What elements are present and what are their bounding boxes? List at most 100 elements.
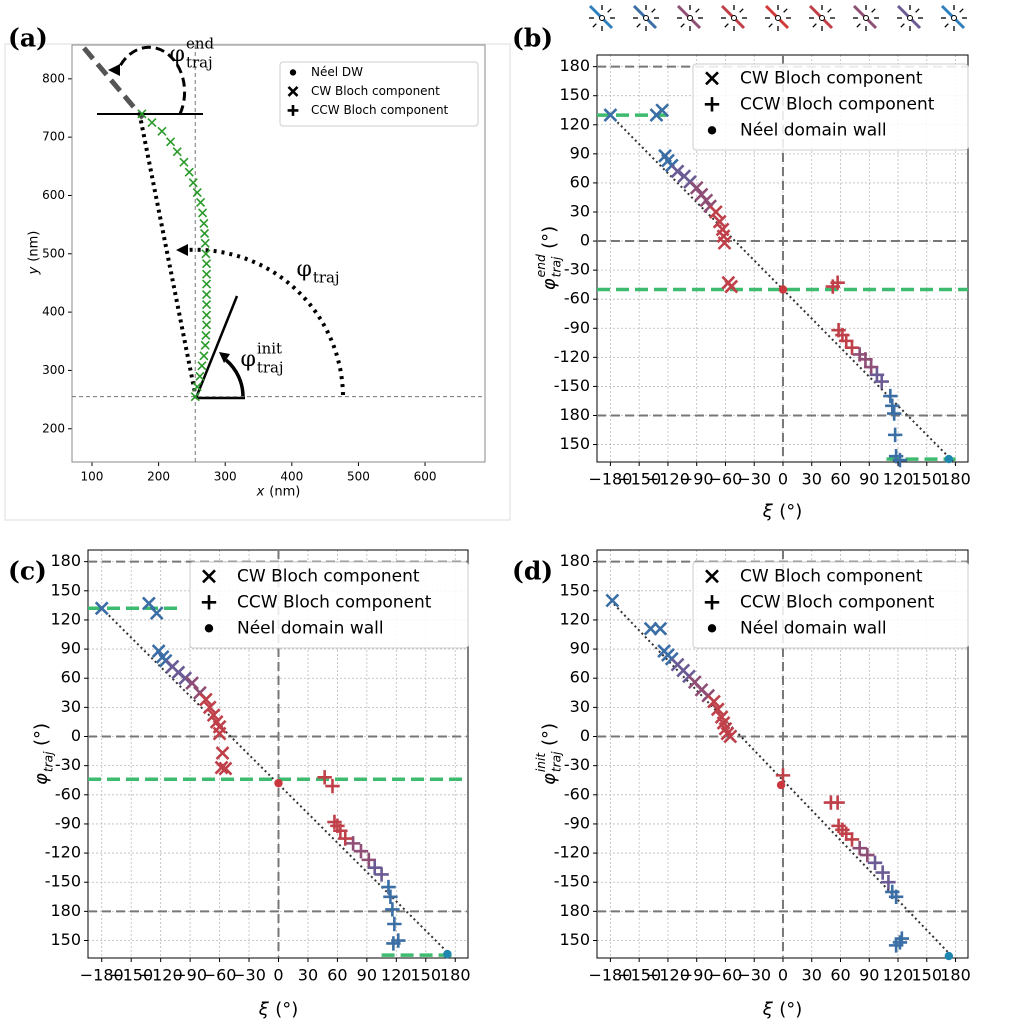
label-unit: (°)	[31, 723, 52, 746]
math-label: x (nm)	[256, 485, 301, 500]
legend-label: CW Bloch component	[740, 68, 923, 88]
x-tick-label: −90	[680, 966, 714, 985]
label-unit: (nm)	[27, 231, 42, 262]
icon-tick	[812, 23, 817, 28]
marker	[137, 109, 147, 119]
marker	[200, 340, 210, 350]
label-superscript: init	[534, 752, 548, 773]
marker	[184, 167, 194, 177]
y-tick-label: -120	[45, 843, 81, 862]
legend-label: CW Bloch component	[311, 84, 440, 98]
y-tick-label: 400	[42, 305, 65, 319]
icon-center	[951, 15, 957, 21]
marker	[215, 746, 230, 760]
panel-label: (a)	[8, 24, 48, 53]
legend-label: CCW Bloch component	[740, 592, 935, 612]
legend-marker	[202, 569, 216, 584]
x-tick-label: −150	[109, 966, 153, 985]
icon-center	[731, 15, 737, 21]
marker	[724, 279, 739, 294]
x-tick-label: 30	[802, 966, 822, 985]
icon-tick	[856, 23, 861, 28]
icon-center	[599, 15, 605, 21]
guide-line	[609, 599, 952, 956]
marker	[192, 187, 202, 198]
y-tick-label: 180	[559, 405, 590, 424]
y-tick-label: 300	[42, 363, 65, 377]
marker	[195, 371, 205, 381]
y-tick-label: 180	[559, 551, 590, 570]
icon-tick	[607, 8, 612, 13]
label-subscript: traj	[313, 268, 340, 286]
icon-center	[775, 15, 781, 21]
legend-label: CW Bloch component	[740, 566, 923, 586]
marker	[655, 103, 670, 118]
marker	[188, 178, 198, 188]
y-tick-label: 90	[570, 639, 590, 658]
domain-wall-icons	[588, 4, 967, 31]
legend-marker	[287, 105, 299, 116]
label-subscript: traj	[549, 256, 563, 277]
legend-box	[692, 63, 969, 151]
marker	[860, 847, 875, 863]
x-tick-label: 150	[411, 966, 442, 985]
math-label: φ traj	[296, 257, 339, 286]
panel-frame	[4, 43, 511, 521]
icon-center	[819, 15, 825, 21]
marker	[605, 593, 620, 608]
marker	[185, 676, 200, 691]
chord-line	[138, 115, 198, 399]
y-tick-label: 150	[50, 580, 81, 599]
x-tick-label: −30	[232, 966, 266, 985]
x-tick-label: 200	[147, 470, 170, 484]
x-tick-label: 60	[830, 470, 850, 489]
x-tick-label: 0	[778, 966, 788, 985]
legend-label: Néel DW	[311, 65, 363, 79]
legend-marker	[707, 624, 717, 633]
x-tick-label: 180	[940, 470, 971, 489]
y-tick-label: 60	[570, 668, 590, 687]
marker	[201, 330, 211, 341]
y-tick-label: 120	[559, 114, 590, 133]
y-tick-label: -30	[564, 260, 590, 279]
marker	[881, 875, 896, 890]
x-tick-label: 150	[912, 470, 943, 489]
icon-tick	[827, 8, 832, 13]
y-tick-label: 30	[570, 697, 590, 716]
marker	[202, 700, 217, 715]
y-tick-label: 0	[71, 726, 81, 745]
y-tick-label: 800	[42, 71, 65, 85]
angle-annotations	[82, 45, 345, 400]
label-symbol: ξ	[762, 999, 774, 1020]
marker	[844, 832, 860, 847]
label-unit: (°)	[539, 723, 560, 746]
marker	[214, 760, 229, 775]
y-tick-label: -30	[55, 755, 81, 774]
marker	[201, 290, 212, 300]
marker	[201, 279, 212, 289]
y-tick-label: 30	[61, 697, 81, 716]
marker	[141, 596, 156, 611]
marker	[875, 865, 890, 880]
y-tick-label: 180	[50, 901, 81, 920]
y-tick-label: -60	[55, 784, 81, 803]
math-label: ξ (°)	[258, 999, 298, 1020]
label-unit: (nm)	[269, 485, 300, 500]
y-tick-label: -150	[554, 872, 590, 891]
marker	[94, 601, 109, 616]
icon-tick	[944, 23, 949, 28]
y-tick-label: 60	[570, 172, 590, 191]
label-symbol: ξ	[762, 501, 774, 522]
x-tick-label: 90	[357, 966, 377, 985]
x-tick-label: −120	[646, 966, 690, 985]
label-symbol: ξ	[258, 999, 270, 1020]
legend: CW Bloch component CCW Bloch component Née…	[189, 561, 469, 649]
legend-label: Néel domain wall	[237, 618, 384, 638]
icon-tick	[783, 8, 788, 13]
legend-label: CW Bloch component	[237, 566, 420, 586]
label-symbol: φ	[240, 347, 255, 372]
marker	[199, 228, 210, 238]
icon-tick	[768, 23, 773, 28]
icon-tick	[695, 8, 700, 13]
